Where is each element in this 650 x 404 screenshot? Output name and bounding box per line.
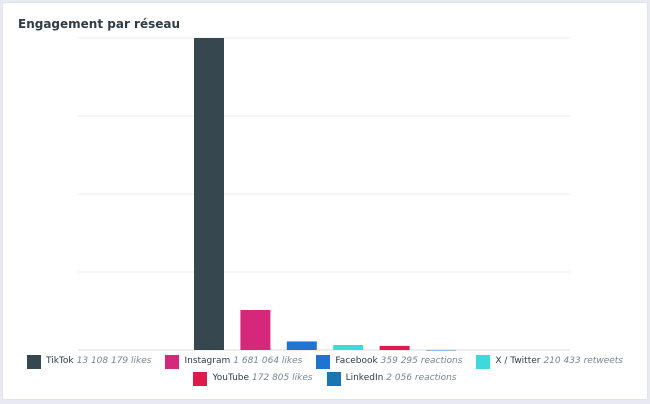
legend-swatch [476,354,491,369]
legend-item[interactable]: X / Twitter 210 433 retweets [476,353,623,370]
chart-legend: TikTok 13 108 179 likes Instagram 1 681 064… [3,353,647,387]
legend-value: 1 681 064 likes [233,356,303,366]
bar-youtube[interactable] [379,345,410,350]
bar-linkedin[interactable] [426,349,456,351]
legend-value: 2 056 reactions [386,373,457,383]
legend-swatch [316,354,331,369]
legend-swatch [27,354,41,369]
legend-swatch [193,371,208,386]
legend-value: 172 805 likes [252,373,313,383]
legend-swatch [165,354,180,369]
legend-label: YouTube [212,373,250,383]
bar-tiktok[interactable] [194,38,224,350]
bar-facebook[interactable] [286,341,317,350]
bar-chart [78,37,570,351]
legend-row: YouTube 172 805 likes LinkedIn 2 056 reacti… [3,370,647,387]
legend-item[interactable]: Instagram 1 681 064 likes [165,353,302,370]
legend-label: X / Twitter [495,356,541,366]
legend-label: Facebook [335,356,378,366]
legend-row: TikTok 13 108 179 likes Instagram 1 681 064… [3,353,647,370]
legend-item[interactable]: LinkedIn 2 056 reactions [326,370,457,387]
legend-value: 210 433 retweets [543,356,623,366]
bar-instagram[interactable] [240,309,271,350]
legend-label: Instagram [184,356,231,366]
chart-title: Engagement par réseau [18,17,181,31]
legend-label: TikTok [46,356,74,366]
legend-value: 359 295 reactions [380,356,463,366]
legend-label: LinkedIn [345,373,384,383]
legend-item[interactable]: Facebook 359 295 reactions [316,353,462,370]
legend-item[interactable]: TikTok 13 108 179 likes [27,353,151,370]
legend-item[interactable]: YouTube 172 805 likes [193,370,313,387]
legend-value: 13 108 179 likes [76,356,152,366]
chart-card: Engagement par réseau TikTok 13 108 179 l… [2,2,648,400]
bar-x-twitter[interactable] [333,344,364,350]
legend-swatch [326,371,341,386]
